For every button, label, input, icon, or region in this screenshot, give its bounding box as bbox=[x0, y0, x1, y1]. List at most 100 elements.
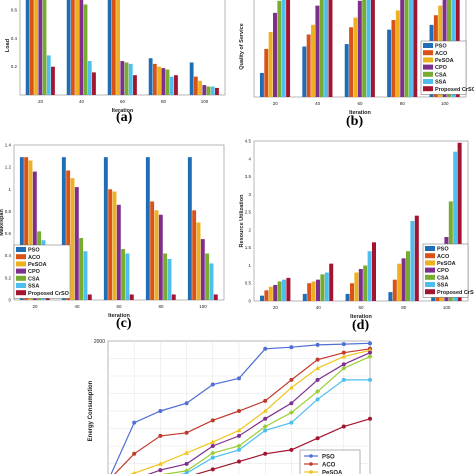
bar-csa-100 bbox=[206, 86, 211, 95]
y-tick-label: 4 bbox=[248, 156, 251, 161]
bar-proposed-crso-80 bbox=[413, 0, 418, 97]
bar-proposed-crso-60 bbox=[133, 75, 137, 95]
bar-aco-40 bbox=[307, 283, 312, 301]
y-axis-label: Load bbox=[5, 39, 11, 52]
bar-pso-40 bbox=[66, 0, 71, 95]
bar-pesoa-20 bbox=[34, 0, 38, 95]
bar-pesoa-60 bbox=[354, 272, 359, 301]
data-point bbox=[289, 420, 294, 425]
bar-csa-40 bbox=[319, 0, 324, 97]
bar-proposed-crso-80 bbox=[171, 294, 176, 300]
data-point bbox=[237, 459, 241, 464]
legend-label: Proposed CrSO bbox=[28, 291, 70, 297]
bar-ssa-60 bbox=[125, 253, 130, 300]
data-point bbox=[262, 424, 268, 430]
bar-pso-40 bbox=[302, 293, 307, 301]
data-point bbox=[315, 397, 320, 402]
bar-cpo-100 bbox=[202, 85, 207, 95]
panel-label-a: (a) bbox=[116, 110, 133, 125]
legend-swatch bbox=[425, 274, 435, 280]
data-point bbox=[210, 418, 215, 423]
legend-marker bbox=[309, 470, 313, 474]
data-point bbox=[263, 451, 268, 456]
bar-ssa-60 bbox=[366, 0, 371, 97]
bar-proposed-crso-60 bbox=[370, 0, 375, 97]
y-tick-label: 1.2 bbox=[5, 165, 12, 170]
bar-csa-60 bbox=[124, 62, 129, 95]
data-point bbox=[368, 341, 372, 346]
x-axis-label: Iteration bbox=[349, 110, 371, 116]
bar-pesoa-20 bbox=[28, 160, 33, 300]
bar-pesoa-40 bbox=[70, 178, 75, 300]
data-point bbox=[236, 443, 242, 449]
bar-cpo-80 bbox=[161, 68, 166, 95]
data-point bbox=[341, 377, 346, 382]
y-tick-label: 1 bbox=[8, 187, 11, 192]
data-point bbox=[368, 350, 372, 355]
x-tick-label: 60 bbox=[116, 304, 122, 309]
bar-pso-20 bbox=[25, 0, 30, 95]
data-point bbox=[184, 430, 189, 435]
legend bbox=[13, 244, 71, 299]
y-tick-label: 2000 bbox=[94, 339, 105, 345]
panel-label-c: (c) bbox=[116, 316, 132, 331]
x-tick-label: 60 bbox=[358, 305, 364, 310]
bar-proposed-crso-80 bbox=[174, 75, 178, 95]
bar-aco-60 bbox=[349, 283, 354, 301]
bar-aco-100 bbox=[193, 76, 198, 95]
x-axis-label: Iteration bbox=[350, 314, 372, 320]
bar-cpo-20 bbox=[273, 12, 277, 97]
bar-csa-40 bbox=[79, 238, 84, 300]
data-point bbox=[132, 451, 137, 456]
legend-swatch bbox=[425, 246, 435, 251]
bar-ssa-20 bbox=[281, 0, 286, 97]
data-point bbox=[210, 450, 216, 456]
legend-label: SSA bbox=[435, 80, 446, 86]
data-point bbox=[263, 416, 268, 421]
y-tick-label: 0.6 bbox=[5, 231, 12, 236]
bar-pesoa-40 bbox=[75, 0, 79, 95]
bar-cpo-60 bbox=[116, 204, 121, 300]
legend-label: PeSOA bbox=[435, 58, 454, 64]
legend-swatch bbox=[16, 247, 26, 252]
legend-swatch bbox=[16, 254, 26, 260]
bar-ssa-80 bbox=[410, 221, 415, 301]
bar-csa-40 bbox=[320, 274, 325, 301]
legend-label: ACO bbox=[435, 51, 448, 57]
legend-label: CPO bbox=[28, 269, 41, 275]
legend-label: CPO bbox=[435, 65, 448, 71]
data-point bbox=[341, 424, 346, 429]
bar-pso-20 bbox=[19, 157, 24, 300]
data-point bbox=[210, 444, 215, 448]
legend-swatch bbox=[16, 290, 26, 296]
panel-label-d: (d) bbox=[352, 318, 370, 333]
data-point bbox=[237, 409, 241, 413]
bar-pso-20 bbox=[259, 72, 264, 97]
x-axis-label: Iteration bbox=[108, 313, 130, 319]
bar-csa-60 bbox=[362, 0, 367, 97]
bar-ssa-40 bbox=[87, 61, 92, 95]
bar-ssa-40 bbox=[324, 272, 329, 301]
bar-cpo-60 bbox=[357, 0, 362, 97]
y-axis-label: Resource Utilization bbox=[239, 194, 245, 248]
legend-label: ACO bbox=[437, 254, 450, 260]
y-tick-label: 0.6 bbox=[11, 8, 18, 13]
bar-pesoa-100 bbox=[196, 222, 201, 300]
legend-label: Proposed CrSO bbox=[435, 87, 474, 93]
legend-box bbox=[299, 449, 361, 474]
data-point bbox=[210, 382, 215, 387]
data-point bbox=[184, 461, 189, 466]
bar-aco-60 bbox=[111, 0, 116, 95]
x-tick-label: 40 bbox=[315, 101, 321, 106]
y-axis-label: Quality of Service bbox=[239, 23, 245, 69]
bar-ssa-100 bbox=[210, 86, 215, 95]
bar-cpo-40 bbox=[315, 279, 321, 301]
y-tick-label: 0.2 bbox=[11, 64, 18, 69]
bar-csa-100 bbox=[205, 253, 210, 300]
data-point bbox=[236, 427, 242, 433]
bar-cpo-20 bbox=[38, 0, 43, 95]
bar-cpo-40 bbox=[74, 187, 79, 300]
data-point bbox=[210, 467, 215, 472]
data-point bbox=[341, 342, 346, 347]
